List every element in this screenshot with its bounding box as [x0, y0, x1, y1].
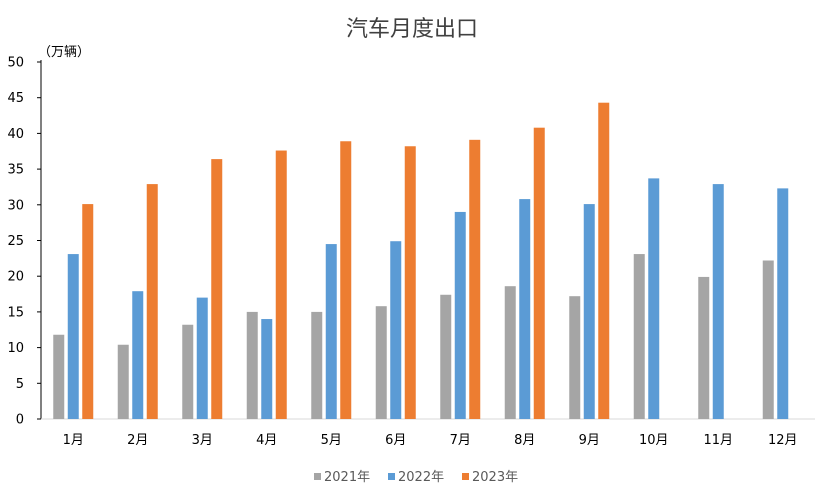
bar-2022年-5月	[325, 244, 337, 419]
bar-2022年-7月	[454, 211, 466, 419]
x-tick-label: 3月	[192, 433, 213, 448]
bar-2021年-10月	[633, 254, 645, 419]
legend-swatch-2021年	[314, 473, 321, 480]
bar-2022年-2月	[132, 291, 144, 419]
bar-2023年-8月	[533, 127, 545, 420]
bar-2021年-9月	[569, 296, 581, 419]
legend-swatch-2022年	[388, 473, 395, 480]
bar-2022年-8月	[519, 199, 531, 419]
y-tick-label: 20	[7, 270, 24, 285]
x-tick-label: 8月	[514, 433, 535, 448]
bar-2023年-9月	[598, 102, 610, 419]
legend-label-2021年: 2021年	[324, 470, 370, 485]
chart-title: 汽车月度出口	[346, 17, 478, 42]
bar-2021年-3月	[182, 324, 194, 419]
x-tick-label: 5月	[321, 433, 342, 448]
x-tick-label: 9月	[579, 433, 600, 448]
bar-2023年-5月	[340, 141, 352, 419]
bar-2022年-10月	[648, 178, 660, 419]
y-tick-label: 5	[16, 377, 24, 392]
y-tick-label: 0	[16, 413, 24, 428]
bar-2021年-5月	[311, 311, 323, 419]
y-tick-label: 35	[7, 163, 24, 178]
bar-2021年-6月	[375, 306, 387, 419]
legend-swatch-2023年	[462, 473, 469, 480]
y-tick-label: 40	[7, 127, 24, 142]
x-tick-label: 12月	[768, 433, 798, 448]
bar-2022年-3月	[196, 297, 208, 419]
bar-2023年-3月	[211, 159, 223, 419]
y-tick-label: 15	[7, 305, 24, 320]
y-tick-label: 45	[7, 91, 24, 106]
bar-2021年-2月	[117, 344, 129, 419]
bar-2021年-7月	[440, 294, 452, 419]
y-tick-label: 25	[7, 234, 24, 249]
bar-2023年-2月	[146, 184, 158, 419]
bar-2022年-6月	[390, 241, 402, 419]
y-tick-label: 10	[7, 341, 24, 356]
y-tick-label: 30	[7, 198, 24, 213]
bar-2023年-4月	[275, 150, 287, 419]
legend-label-2023年: 2023年	[472, 470, 518, 485]
y-tick-label: 50	[7, 56, 24, 71]
bar-2021年-12月	[762, 260, 774, 419]
x-tick-label: 10月	[639, 433, 669, 448]
x-tick-label: 1月	[63, 433, 84, 448]
legend: 2021年 2022年 2023年	[314, 470, 518, 485]
bar-2021年-4月	[246, 311, 258, 419]
bar-2021年-8月	[504, 286, 516, 419]
bar-2023年-6月	[404, 146, 416, 419]
bar-2021年-1月	[53, 334, 65, 419]
axes: 0 5 10 15 20 25 30 35 40 45 50 1月 2月 3月 4月 5月 6月 7月 8月 9月 10…	[7, 56, 815, 448]
x-tick-label: 11月	[703, 433, 733, 448]
bar-2022年-9月	[583, 204, 595, 419]
bar-2022年-11月	[712, 184, 724, 419]
bar-2022年-1月	[67, 254, 79, 419]
bar-2022年-12月	[777, 188, 789, 419]
x-tick-label: 2月	[127, 433, 148, 448]
y-axis-unit-label: （万辆）	[38, 45, 90, 60]
legend-label-2022年: 2022年	[398, 470, 444, 485]
bar-2021年-11月	[698, 276, 710, 419]
x-tick-label: 7月	[450, 433, 471, 448]
bar-2023年-1月	[82, 204, 94, 419]
bar-2023年-7月	[469, 139, 481, 420]
x-tick-label: 4月	[256, 433, 277, 448]
bars	[53, 102, 789, 420]
bar-2022年-4月	[261, 319, 273, 419]
x-tick-label: 6月	[385, 433, 406, 448]
